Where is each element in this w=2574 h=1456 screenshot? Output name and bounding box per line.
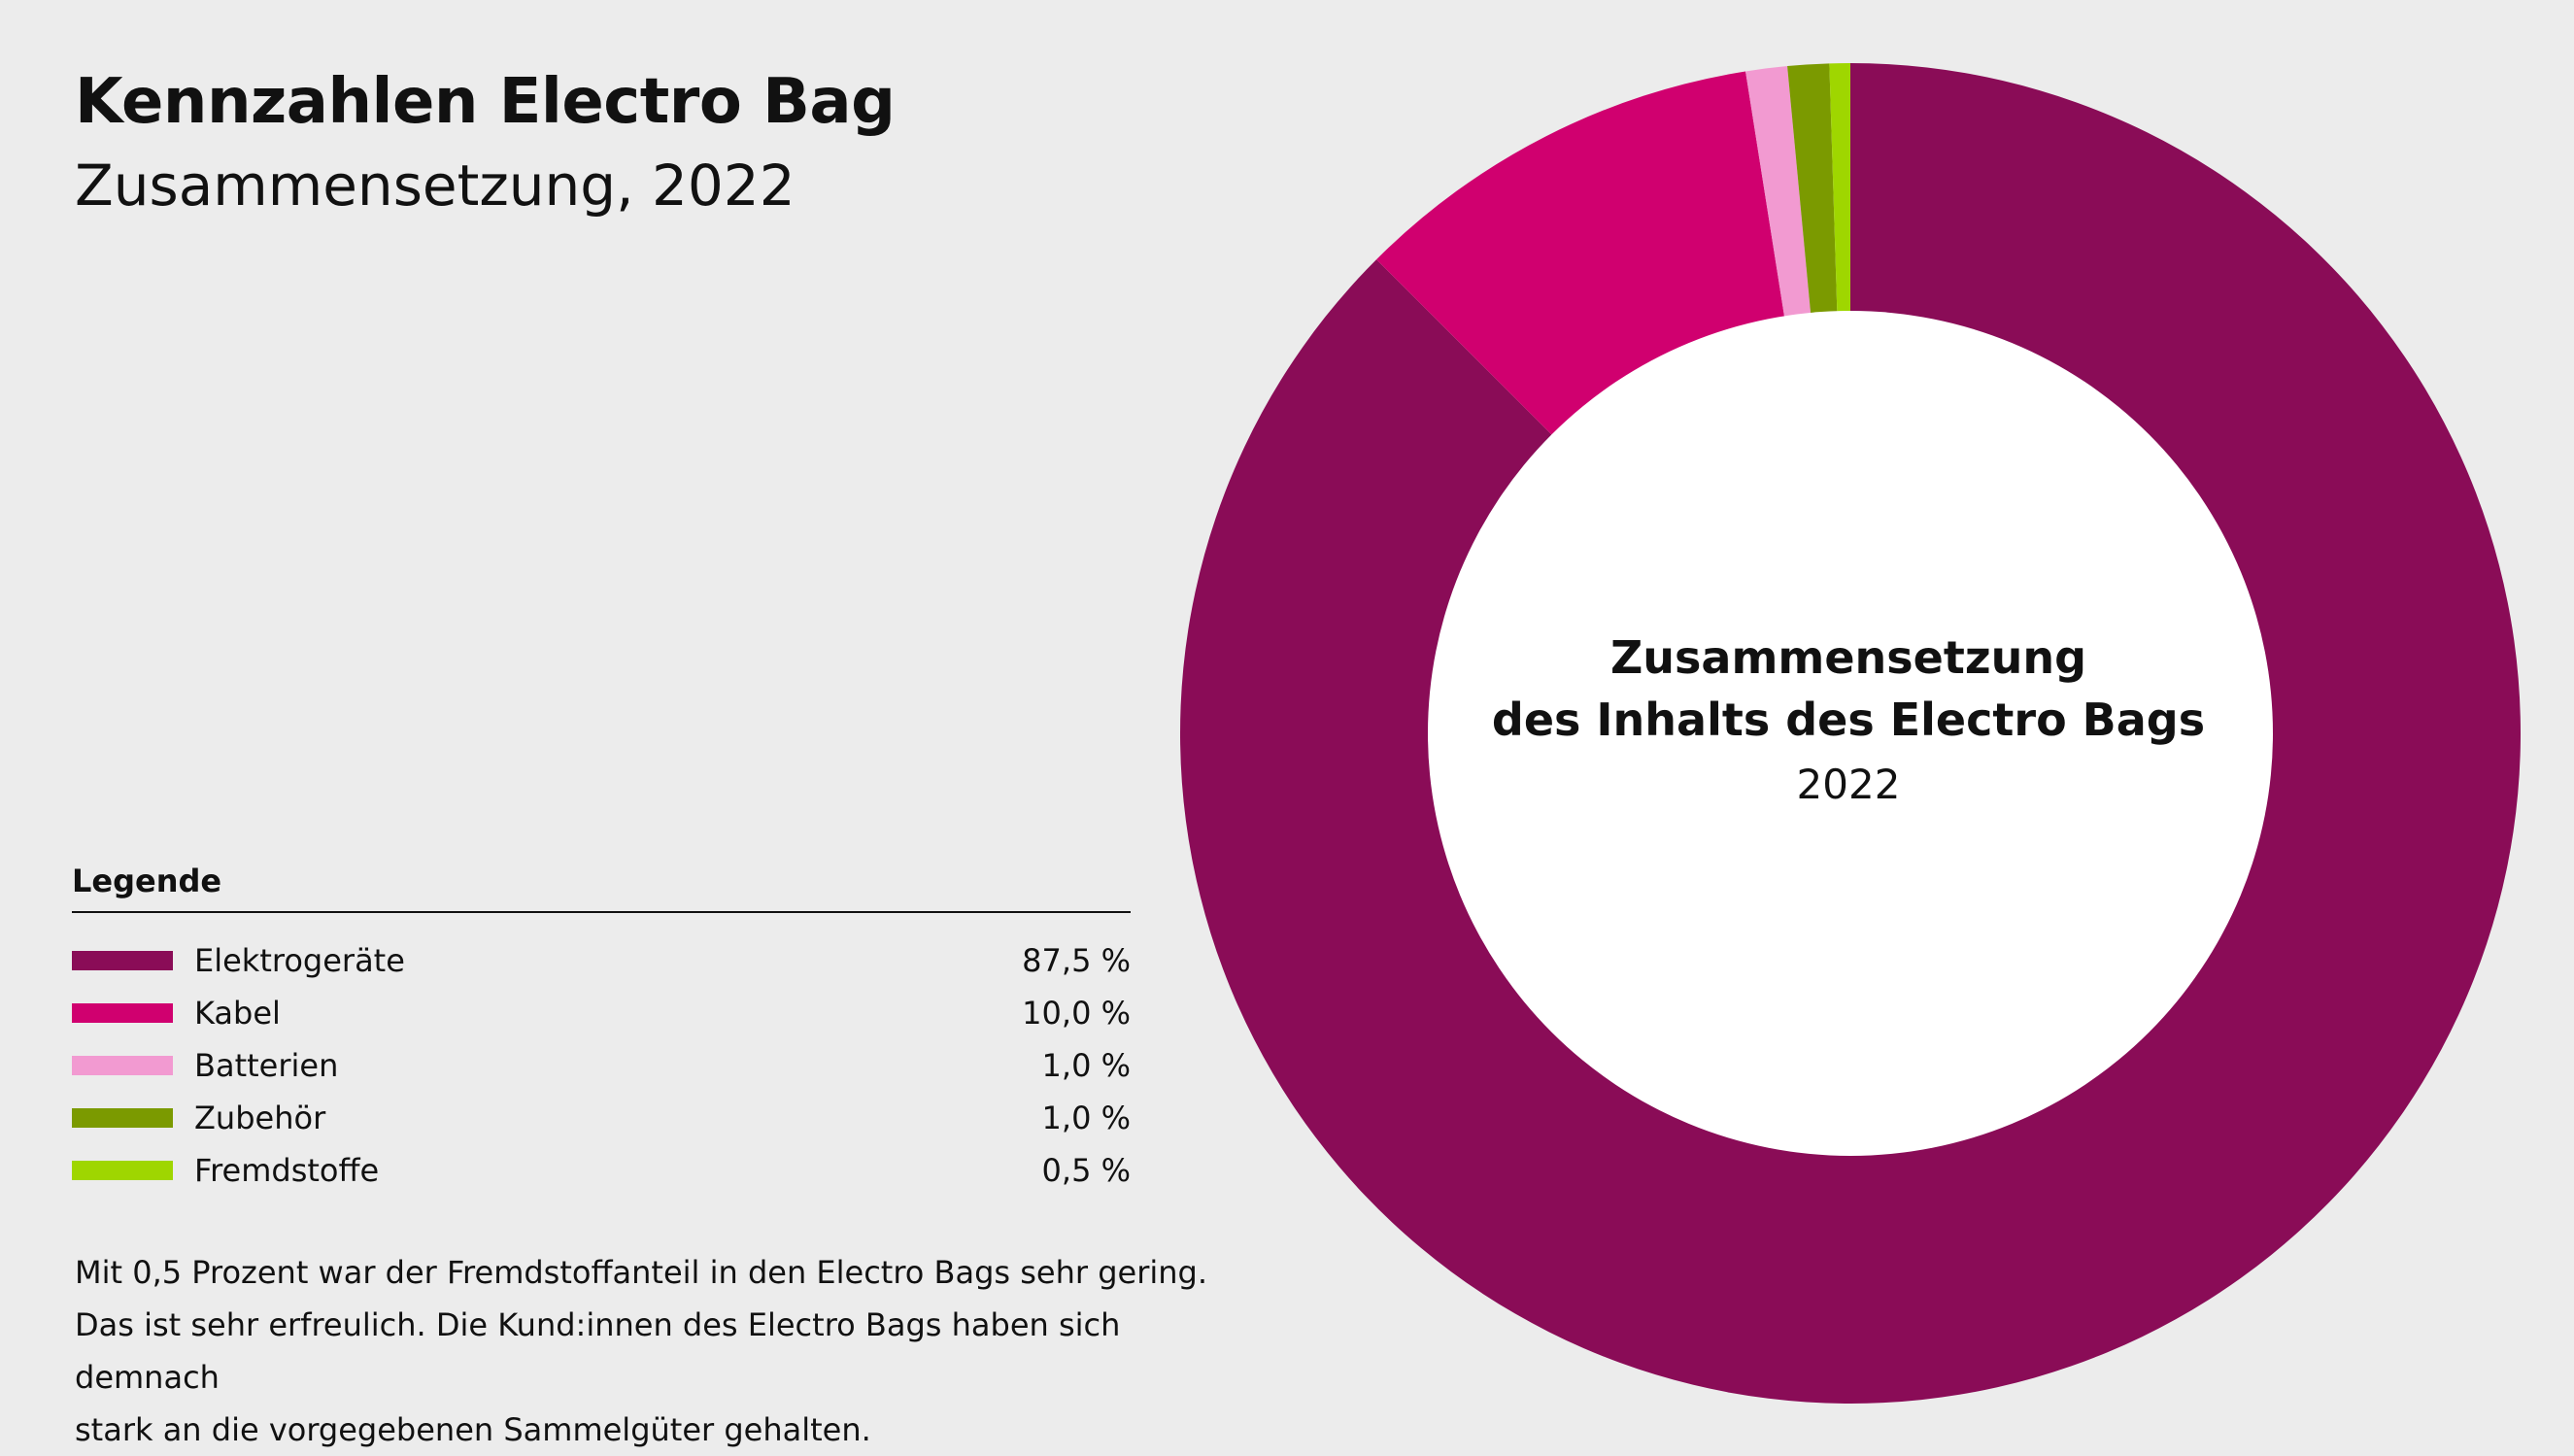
legend-item-zubehoer: Zubehör 1,0 % — [72, 1092, 1131, 1144]
legend-label: Zubehör — [194, 1100, 326, 1136]
legend-label: Fremdstoffe — [194, 1152, 380, 1189]
donut-slice-elektrogeräte — [1180, 63, 2521, 1404]
legend-swatch — [72, 1056, 173, 1075]
legend-item-fremdstoffe: Fremdstoffe 0,5 % — [72, 1144, 1131, 1197]
note-line: stark an die vorgegebenen Sammelgüter ge… — [75, 1411, 871, 1448]
legend-value: 1,0 % — [1041, 1100, 1131, 1136]
legend-value: 10,0 % — [1022, 995, 1131, 1032]
center-label-line2: des Inhalts des Electro Bags — [1491, 694, 2206, 746]
donut-center-label: Zusammensetzung des Inhalts des Electro … — [1402, 626, 2295, 819]
note-line: Mit 0,5 Prozent war der Fremdstoffanteil… — [75, 1254, 1208, 1291]
legend-value: 87,5 % — [1022, 942, 1131, 979]
legend-swatch — [72, 1108, 173, 1128]
legend-label: Batterien — [194, 1047, 339, 1084]
legend: Legende Elektrogeräte 87,5 % Kabel 10,0 … — [72, 863, 1131, 1197]
legend-item-batterien: Batterien 1,0 % — [72, 1039, 1131, 1092]
legend-item-kabel: Kabel 10,0 % — [72, 987, 1131, 1039]
legend-swatch — [72, 951, 173, 970]
legend-swatch — [72, 1161, 173, 1180]
legend-heading: Legende — [72, 863, 1131, 913]
donut-hole — [1428, 311, 2273, 1156]
legend-label: Elektrogeräte — [194, 942, 405, 979]
legend-swatch — [72, 1003, 173, 1023]
legend-label: Kabel — [194, 995, 281, 1032]
donut-chart — [1180, 63, 2521, 1404]
legend-value: 1,0 % — [1041, 1047, 1131, 1084]
legend-item-elektrogeraete: Elektrogeräte 87,5 % — [72, 934, 1131, 987]
legend-value: 0,5 % — [1041, 1152, 1131, 1189]
chart-subtitle: Zusammensetzung, 2022 — [75, 152, 796, 219]
center-label-year: 2022 — [1796, 761, 1901, 808]
explanatory-note: Mit 0,5 Prozent war der Fremdstoffanteil… — [75, 1246, 1240, 1456]
chart-title: Kennzahlen Electro Bag — [75, 66, 896, 138]
center-label-line1: Zusammensetzung — [1609, 631, 2087, 684]
note-line: Das ist sehr erfreulich. Die Kund:innen … — [75, 1306, 1121, 1396]
